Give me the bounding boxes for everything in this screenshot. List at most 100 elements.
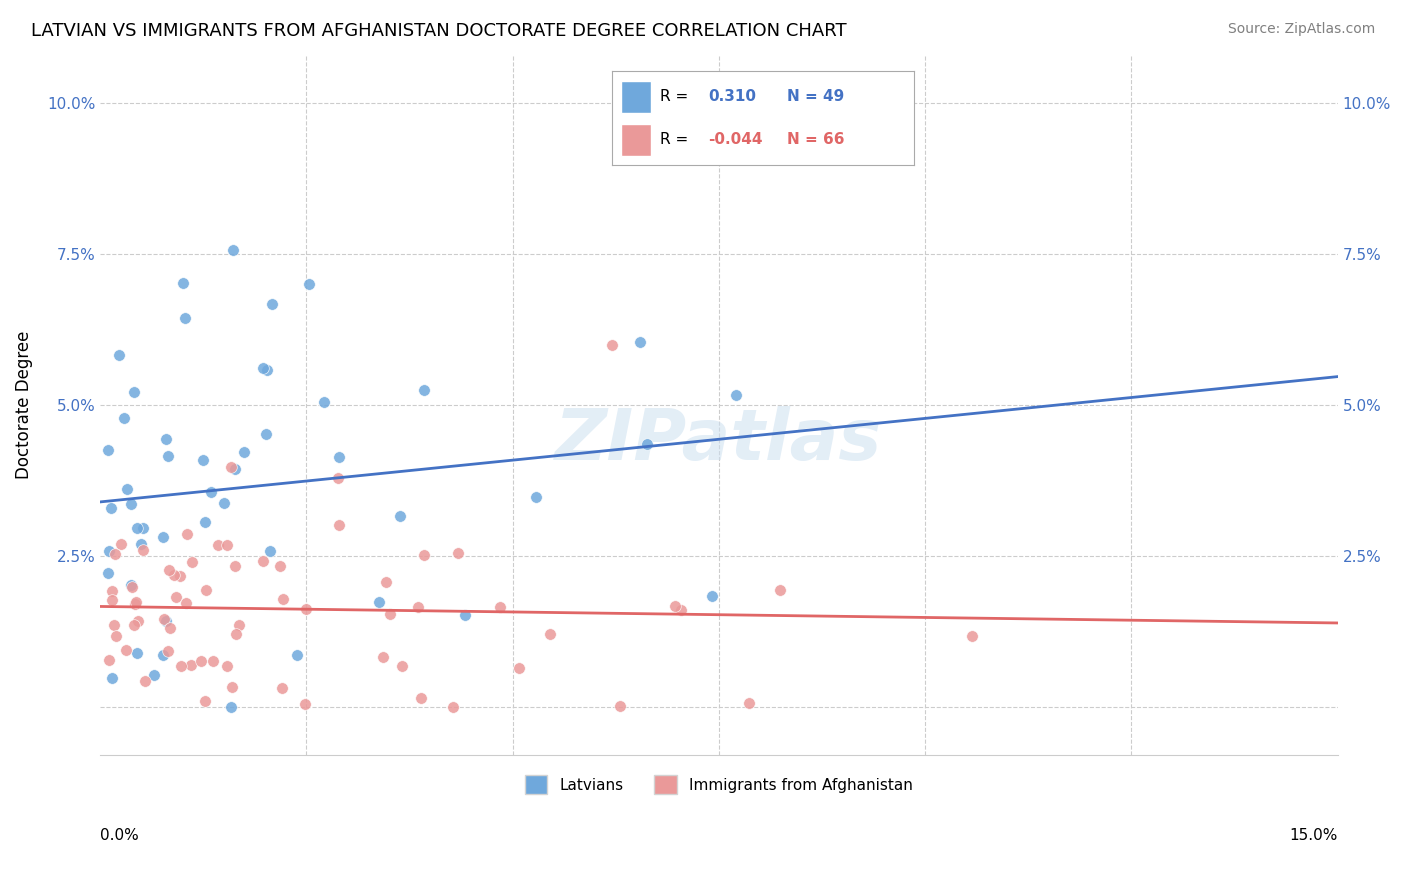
- Point: [122, 617, 145, 632]
- Text: R =: R =: [659, 132, 688, 147]
- Point: [120, 578, 142, 592]
- Point: [769, 582, 792, 597]
- Text: 0.0%: 0.0%: [100, 828, 139, 843]
- Point: [215, 659, 238, 673]
- Point: [222, 244, 245, 258]
- Point: [120, 497, 142, 511]
- Point: [489, 600, 512, 615]
- Point: [215, 538, 238, 552]
- Point: [125, 646, 148, 660]
- Point: [600, 338, 623, 352]
- Point: [155, 614, 177, 628]
- Point: [271, 591, 294, 606]
- Point: [224, 559, 246, 574]
- Point: [169, 568, 191, 582]
- Point: [152, 530, 174, 544]
- Point: [103, 617, 125, 632]
- Point: [312, 394, 335, 409]
- Point: [294, 602, 316, 616]
- Point: [228, 618, 250, 632]
- Text: 0.310: 0.310: [709, 89, 756, 104]
- Point: [129, 536, 152, 550]
- Point: [191, 453, 214, 467]
- Point: [180, 555, 202, 569]
- Point: [224, 462, 246, 476]
- Point: [725, 388, 748, 402]
- Point: [413, 384, 436, 398]
- Point: [508, 661, 530, 675]
- Point: [524, 490, 547, 504]
- Point: [664, 599, 686, 614]
- Point: [232, 445, 254, 459]
- Point: [194, 515, 217, 529]
- Point: [170, 659, 193, 673]
- Point: [100, 501, 122, 516]
- Point: [271, 681, 294, 695]
- Point: [669, 602, 692, 616]
- Point: [163, 568, 186, 582]
- Point: [180, 658, 202, 673]
- Point: [115, 643, 138, 657]
- Bar: [620, 124, 651, 156]
- Text: 15.0%: 15.0%: [1289, 828, 1337, 843]
- Point: [636, 437, 658, 451]
- Point: [101, 584, 124, 599]
- Point: [201, 654, 224, 668]
- Legend: Latvians, Immigrants from Afghanistan: Latvians, Immigrants from Afghanistan: [519, 769, 920, 800]
- Point: [194, 583, 217, 598]
- Point: [328, 450, 350, 464]
- Point: [406, 599, 429, 614]
- Point: [700, 589, 723, 603]
- Point: [101, 592, 124, 607]
- Bar: [620, 81, 651, 112]
- Point: [538, 627, 561, 641]
- Point: [328, 517, 350, 532]
- Point: [207, 538, 229, 552]
- Point: [122, 385, 145, 400]
- Point: [190, 654, 212, 668]
- Point: [454, 608, 477, 623]
- Point: [194, 694, 217, 708]
- Point: [960, 629, 983, 643]
- Point: [174, 596, 197, 610]
- Point: [389, 508, 412, 523]
- Point: [172, 277, 194, 291]
- Point: [212, 496, 235, 510]
- Point: [447, 546, 470, 560]
- Point: [200, 484, 222, 499]
- Point: [252, 360, 274, 375]
- Point: [165, 590, 187, 604]
- Point: [117, 482, 139, 496]
- Point: [152, 612, 174, 626]
- Point: [221, 680, 243, 694]
- Point: [97, 653, 120, 667]
- Point: [411, 691, 433, 706]
- Point: [269, 559, 291, 574]
- Point: [176, 527, 198, 541]
- Point: [256, 363, 278, 377]
- Point: [609, 698, 631, 713]
- Point: [105, 629, 128, 643]
- Text: Source: ZipAtlas.com: Source: ZipAtlas.com: [1227, 22, 1375, 37]
- Point: [368, 595, 391, 609]
- Point: [132, 521, 155, 535]
- Point: [285, 648, 308, 663]
- Point: [107, 348, 129, 362]
- Point: [259, 544, 281, 558]
- Text: -0.044: -0.044: [709, 132, 763, 147]
- Point: [159, 621, 181, 635]
- Point: [101, 671, 124, 685]
- Point: [127, 614, 149, 628]
- Point: [143, 668, 166, 682]
- Text: R =: R =: [659, 89, 688, 104]
- Point: [125, 595, 148, 609]
- Point: [252, 553, 274, 567]
- Y-axis label: Doctorate Degree: Doctorate Degree: [15, 331, 32, 479]
- Point: [219, 460, 242, 475]
- Point: [132, 543, 155, 558]
- Point: [326, 471, 349, 485]
- Point: [374, 574, 396, 589]
- Point: [157, 563, 180, 577]
- Point: [125, 521, 148, 535]
- Point: [391, 659, 413, 673]
